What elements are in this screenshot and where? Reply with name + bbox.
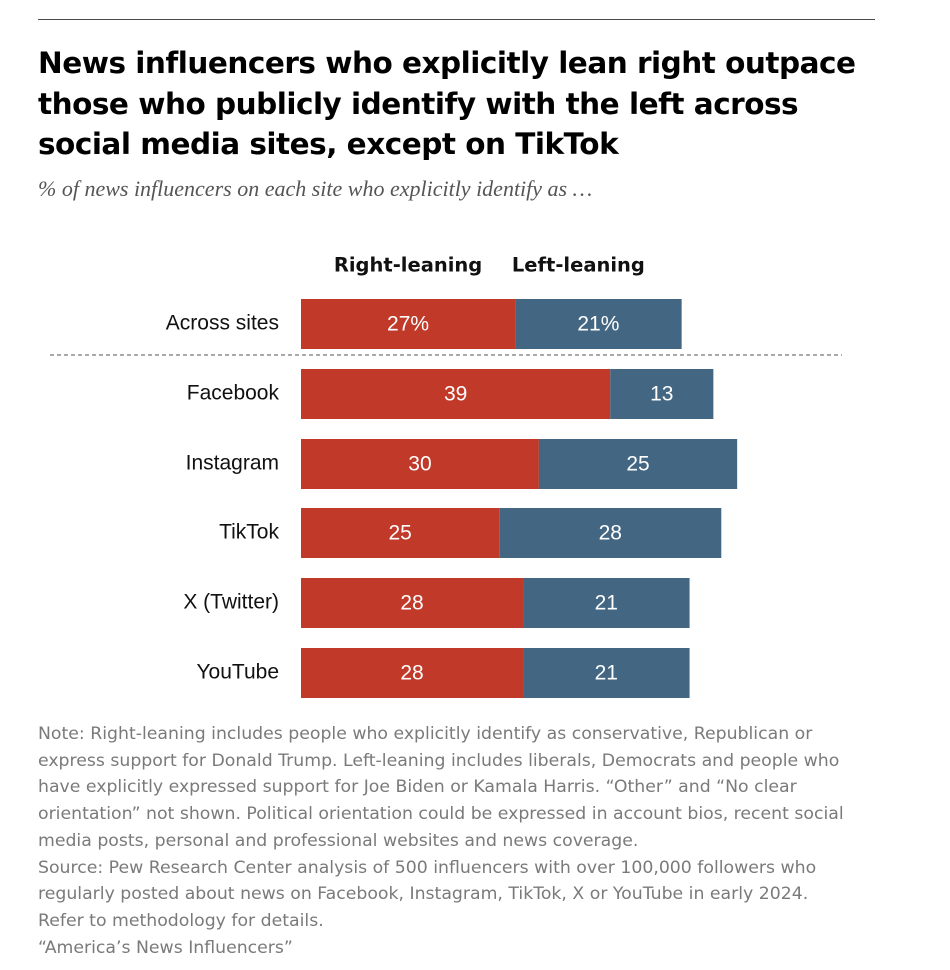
value-label-left-instagram: 25 — [626, 453, 649, 476]
category-label-tiktok: TikTok — [219, 521, 279, 544]
bar-left-x-twitter — [523, 578, 690, 628]
value-label-left-facebook: 13 — [650, 383, 673, 406]
bar-right-facebook — [301, 369, 611, 419]
bar-left-across-sites — [515, 299, 682, 349]
legend-right-leaning: Right-leaning — [334, 254, 482, 277]
bar-right-across-sites — [301, 299, 516, 349]
category-label-youtube: YouTube — [196, 661, 279, 684]
value-label-right-instagram: 30 — [408, 453, 431, 476]
note-text: Note: Right-leaning includes people who … — [38, 724, 844, 851]
value-label-left-x-twitter: 21 — [595, 592, 618, 615]
value-label-left-youtube: 21 — [595, 662, 618, 685]
value-label-right-tiktok: 25 — [388, 522, 411, 545]
bar-left-tiktok — [499, 508, 722, 558]
legend-left-leaning: Left-leaning — [512, 254, 645, 277]
bar-right-youtube — [301, 648, 524, 698]
report-name: “America’s News Influencers” — [38, 937, 293, 958]
bar-right-tiktok — [301, 508, 500, 558]
chart-subtitle: % of news influencers on each site who e… — [38, 176, 593, 201]
top-rule — [38, 19, 875, 20]
chart: Right-leaning Left-leaning Across sites 27%… — [50, 254, 842, 698]
bar-right-instagram — [301, 439, 539, 489]
source-text: Source: Pew Research Center analysis of … — [38, 857, 817, 931]
bar-left-instagram — [538, 439, 738, 489]
value-label-right-youtube: 28 — [400, 662, 423, 685]
chart-title: News influencers who explicitly lean rig… — [38, 46, 856, 161]
category-label-x-twitter: X (Twitter) — [183, 591, 279, 614]
bar-left-facebook — [610, 369, 714, 419]
footnotes: Note: Right-leaning includes people who … — [38, 721, 898, 961]
value-label-right-x-twitter: 28 — [400, 592, 423, 615]
category-label-facebook: Facebook — [187, 382, 280, 405]
value-label-right-facebook: 39 — [444, 383, 467, 406]
category-label-instagram: Instagram — [186, 452, 279, 475]
bar-right-x-twitter — [301, 578, 524, 628]
category-label-across-sites: Across sites — [166, 312, 279, 335]
bar-left-youtube — [523, 648, 690, 698]
value-label-left-tiktok: 28 — [599, 522, 622, 545]
value-label-left-across-sites: 21% — [577, 313, 619, 336]
value-label-right-across-sites: 27% — [387, 313, 429, 336]
